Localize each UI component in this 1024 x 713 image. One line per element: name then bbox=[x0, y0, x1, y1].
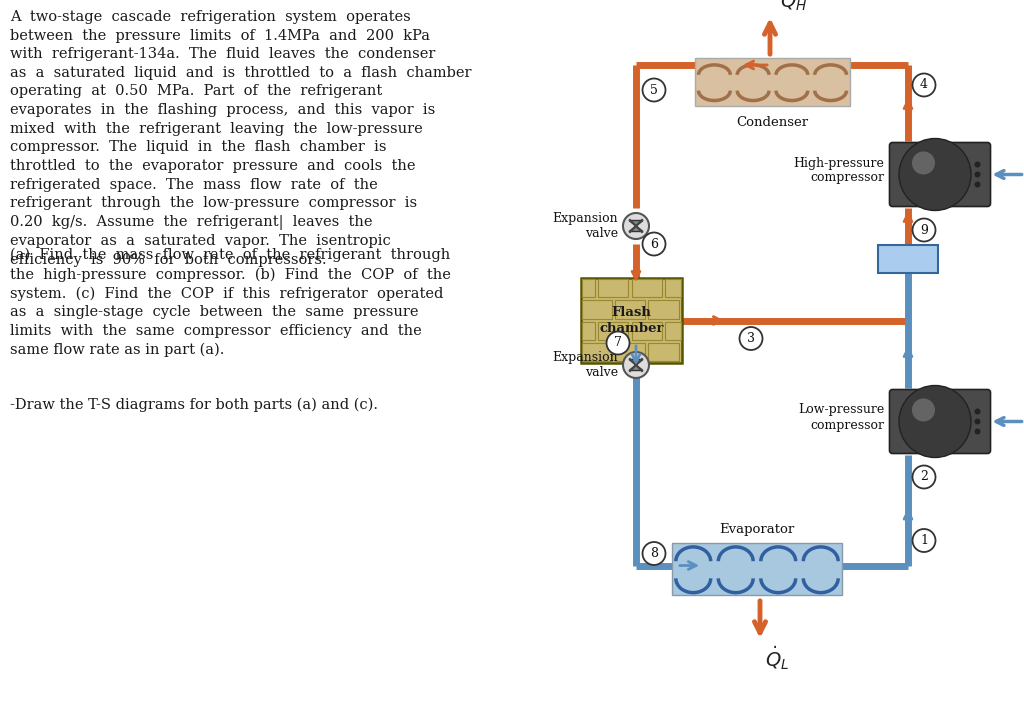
Circle shape bbox=[623, 213, 649, 239]
FancyBboxPatch shape bbox=[614, 343, 645, 361]
Text: Condenser: Condenser bbox=[736, 116, 809, 129]
FancyBboxPatch shape bbox=[582, 322, 595, 340]
FancyBboxPatch shape bbox=[632, 322, 663, 340]
FancyBboxPatch shape bbox=[878, 245, 938, 273]
Text: 9: 9 bbox=[920, 223, 928, 237]
Text: 2: 2 bbox=[920, 471, 928, 483]
Text: Flash
chamber: Flash chamber bbox=[599, 307, 664, 334]
FancyBboxPatch shape bbox=[666, 322, 681, 340]
Circle shape bbox=[642, 232, 666, 255]
Text: 4: 4 bbox=[920, 78, 928, 91]
Text: (a)  Find  the  mass  flow  rate  of  the  refrigerant  through
the  high-pressu: (a) Find the mass flow rate of the refri… bbox=[10, 248, 451, 357]
Text: Evaporator: Evaporator bbox=[720, 523, 795, 536]
Circle shape bbox=[975, 182, 981, 188]
Text: $\dot{Q}_H$: $\dot{Q}_H$ bbox=[780, 0, 807, 13]
Text: $\dot{Q}_L$: $\dot{Q}_L$ bbox=[765, 644, 790, 672]
Text: 8: 8 bbox=[650, 547, 658, 560]
FancyBboxPatch shape bbox=[890, 143, 990, 207]
Circle shape bbox=[975, 162, 981, 168]
Text: 5: 5 bbox=[650, 83, 658, 96]
Circle shape bbox=[912, 529, 936, 552]
Text: 6: 6 bbox=[650, 237, 658, 250]
Text: Expansion
valve: Expansion valve bbox=[552, 212, 618, 240]
FancyBboxPatch shape bbox=[666, 279, 681, 297]
Circle shape bbox=[623, 352, 649, 378]
Polygon shape bbox=[629, 226, 643, 232]
Circle shape bbox=[739, 327, 763, 350]
FancyBboxPatch shape bbox=[614, 300, 645, 319]
Polygon shape bbox=[629, 365, 643, 371]
Circle shape bbox=[606, 332, 630, 354]
Circle shape bbox=[912, 218, 936, 242]
Text: High-pressure
compressor: High-pressure compressor bbox=[794, 156, 885, 185]
FancyBboxPatch shape bbox=[582, 343, 611, 361]
FancyBboxPatch shape bbox=[582, 279, 595, 297]
Text: Low-pressure
compressor: Low-pressure compressor bbox=[799, 404, 885, 431]
Text: A  two-stage  cascade  refrigeration  system  operates
between  the  pressure  l: A two-stage cascade refrigeration system… bbox=[10, 10, 471, 267]
FancyBboxPatch shape bbox=[648, 300, 679, 319]
FancyBboxPatch shape bbox=[890, 389, 990, 453]
Text: -Draw the T-S diagrams for both parts (a) and (c).: -Draw the T-S diagrams for both parts (a… bbox=[10, 398, 378, 412]
Circle shape bbox=[975, 429, 981, 434]
Circle shape bbox=[912, 399, 935, 421]
FancyBboxPatch shape bbox=[672, 543, 842, 595]
FancyBboxPatch shape bbox=[695, 58, 850, 106]
FancyBboxPatch shape bbox=[581, 278, 682, 363]
Text: 3: 3 bbox=[746, 332, 755, 345]
Circle shape bbox=[912, 466, 936, 488]
Circle shape bbox=[912, 73, 936, 96]
Circle shape bbox=[899, 386, 971, 458]
Circle shape bbox=[912, 151, 935, 175]
Circle shape bbox=[899, 138, 971, 210]
Circle shape bbox=[975, 419, 981, 424]
Circle shape bbox=[642, 78, 666, 101]
FancyBboxPatch shape bbox=[582, 300, 611, 319]
Circle shape bbox=[642, 542, 666, 565]
Circle shape bbox=[975, 172, 981, 178]
FancyBboxPatch shape bbox=[648, 343, 679, 361]
FancyBboxPatch shape bbox=[598, 279, 629, 297]
Text: 1: 1 bbox=[920, 534, 928, 547]
Text: Expansion
valve: Expansion valve bbox=[552, 351, 618, 379]
Polygon shape bbox=[629, 220, 643, 226]
FancyBboxPatch shape bbox=[632, 279, 663, 297]
Circle shape bbox=[975, 409, 981, 414]
Text: 7: 7 bbox=[614, 337, 622, 349]
FancyBboxPatch shape bbox=[598, 322, 629, 340]
Polygon shape bbox=[629, 359, 643, 365]
